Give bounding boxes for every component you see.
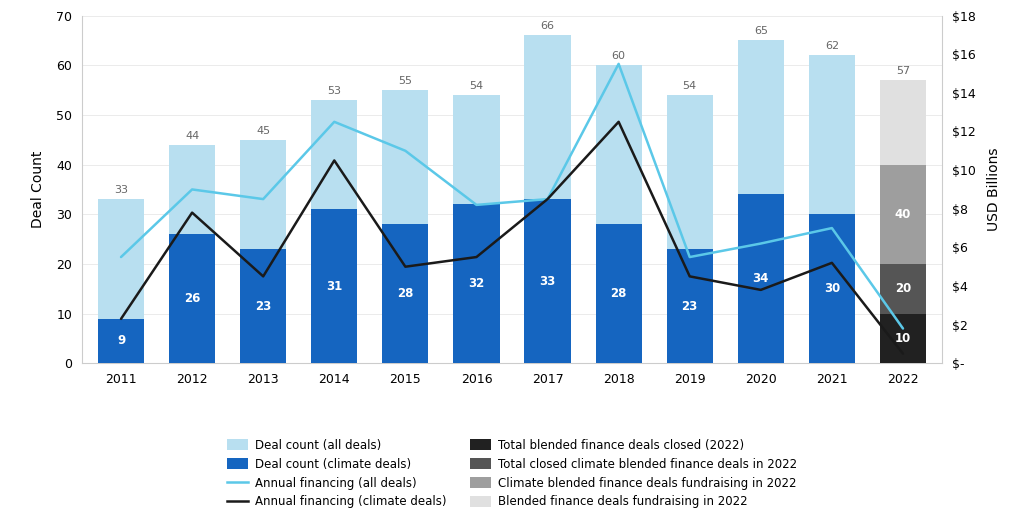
- Bar: [737, 40, 784, 363]
- Bar: [382, 224, 428, 363]
- Bar: [880, 313, 926, 363]
- Text: 54: 54: [469, 81, 483, 91]
- Text: 40: 40: [895, 208, 911, 221]
- Bar: [169, 145, 215, 363]
- Bar: [311, 209, 357, 363]
- Text: 53: 53: [328, 86, 341, 96]
- Bar: [667, 95, 713, 363]
- Bar: [98, 319, 144, 363]
- Bar: [809, 56, 855, 363]
- Text: 33: 33: [114, 185, 128, 195]
- Bar: [596, 65, 642, 363]
- Bar: [311, 100, 357, 363]
- Bar: [169, 234, 215, 363]
- Text: 66: 66: [541, 21, 555, 32]
- Bar: [880, 165, 926, 264]
- Bar: [454, 204, 500, 363]
- Text: 45: 45: [256, 126, 270, 136]
- Text: 26: 26: [184, 292, 201, 305]
- Bar: [98, 199, 144, 363]
- Bar: [809, 214, 855, 363]
- Text: 28: 28: [397, 287, 414, 301]
- Text: 62: 62: [824, 42, 839, 51]
- Bar: [240, 140, 287, 363]
- Text: 9: 9: [117, 334, 125, 347]
- Text: 31: 31: [327, 280, 342, 293]
- Text: 33: 33: [540, 275, 556, 288]
- Text: 34: 34: [753, 272, 769, 285]
- Y-axis label: USD Billions: USD Billions: [987, 148, 1000, 231]
- Bar: [524, 35, 570, 363]
- Legend: Deal count (all deals), Deal count (climate deals), Annual financing (all deals): Deal count (all deals), Deal count (clim…: [226, 439, 798, 509]
- Text: 23: 23: [255, 299, 271, 312]
- Bar: [454, 95, 500, 363]
- Text: 28: 28: [610, 287, 627, 301]
- Bar: [737, 195, 784, 363]
- Bar: [880, 264, 926, 313]
- Text: 54: 54: [683, 81, 696, 91]
- Bar: [240, 249, 287, 363]
- Text: 60: 60: [611, 51, 626, 61]
- Bar: [596, 224, 642, 363]
- Text: 65: 65: [754, 26, 768, 36]
- Text: 20: 20: [895, 282, 911, 295]
- Bar: [524, 199, 570, 363]
- Text: 32: 32: [468, 277, 484, 290]
- Bar: [382, 90, 428, 363]
- Text: 55: 55: [398, 76, 413, 86]
- Bar: [667, 249, 713, 363]
- Text: 30: 30: [823, 282, 840, 295]
- Text: 23: 23: [682, 299, 697, 312]
- Text: 44: 44: [185, 131, 200, 141]
- Text: 57: 57: [896, 66, 910, 76]
- Y-axis label: Deal Count: Deal Count: [31, 151, 45, 228]
- Text: 10: 10: [895, 332, 911, 345]
- Bar: [880, 80, 926, 165]
